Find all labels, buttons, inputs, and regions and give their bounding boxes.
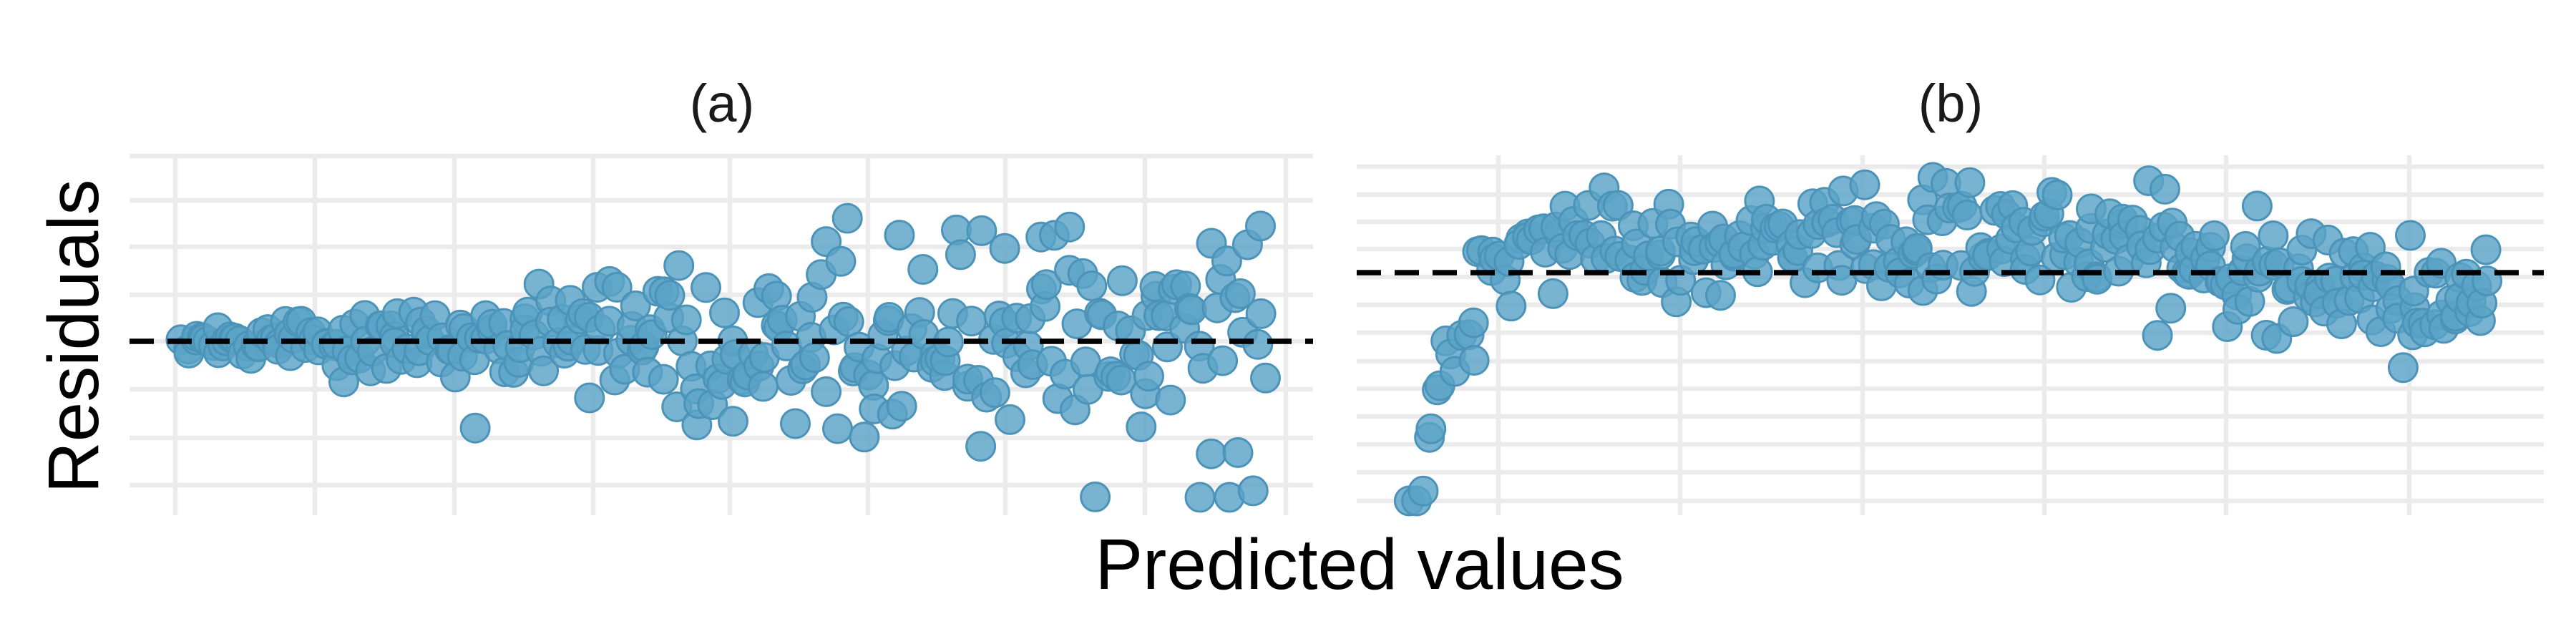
panel-a-point (884, 220, 915, 251)
panel-a-point (1224, 278, 1256, 309)
panel-a-point (825, 245, 857, 277)
panel-a-point (1155, 384, 1186, 416)
panel-a-point (1242, 328, 1274, 360)
panel-a-point (780, 408, 811, 439)
panel-a-point (1176, 294, 1207, 326)
panel-a-point (989, 233, 1020, 264)
panel-a-point (979, 377, 1010, 409)
panel-b-point (2149, 173, 2180, 205)
panel-a-point (654, 280, 686, 311)
panel-a-point (620, 290, 651, 321)
panel-a-point (1054, 211, 1085, 243)
panel-a-point (601, 271, 633, 303)
panel-b-points (1393, 162, 2503, 517)
panel-a-point (1222, 437, 1254, 468)
panel-a-point (1237, 475, 1269, 507)
panel-b-point (1496, 291, 1527, 322)
panel-a-point (995, 404, 1025, 435)
panel-b-point (1458, 307, 1489, 338)
panel-b-title: (b) (1918, 74, 1983, 133)
panel-a-point (1207, 345, 1239, 376)
panel-a-point (886, 391, 917, 422)
panel-b-point (2041, 180, 2073, 210)
panel-a-point (709, 297, 740, 328)
panel-a-point (1030, 269, 1062, 301)
panel-a-point (965, 431, 997, 462)
panel-a-point (574, 382, 605, 414)
panel-b-point (1951, 200, 1983, 230)
panel-b-point (2258, 220, 2289, 252)
panel-a-point (1250, 362, 1281, 394)
panel-b-point (1407, 475, 1439, 507)
panel-a-point (1133, 361, 1164, 392)
panel-b-point (2395, 220, 2426, 251)
panel-a-point (663, 250, 695, 281)
panel-a-point (1245, 298, 1277, 329)
panel-a-points (165, 203, 1281, 513)
panel-a-point (1126, 411, 1157, 443)
panel-a-point (831, 203, 863, 234)
panel-b-point (2387, 352, 2419, 384)
panel-a-point (670, 304, 702, 336)
panel-a-point (1211, 245, 1242, 277)
panel-a-point (1245, 210, 1276, 242)
panel-b-point (2278, 306, 2309, 338)
panel-a-point (799, 342, 830, 374)
panel-a-point (1184, 482, 1216, 513)
panel-a-point (691, 272, 721, 303)
panel-a-point (1080, 481, 1111, 512)
x-axis-label: Predicted values (1095, 525, 1624, 605)
panel-a-point (748, 371, 779, 402)
panel-b-point (2155, 293, 2187, 324)
panel-b-point (2230, 230, 2261, 262)
panel-a-point (459, 412, 491, 444)
panel-a-point (945, 239, 976, 270)
panel-b-point (1954, 167, 1986, 198)
panel-a-point (811, 376, 842, 407)
panel-b-point (1415, 413, 1447, 444)
panel-b-point (1458, 345, 1490, 376)
panel-a-point (1076, 270, 1108, 301)
panel-b-point (1602, 190, 1634, 221)
panel-b-point (2142, 320, 2173, 351)
panel-a-point (1196, 438, 1227, 469)
panel-b-point (2470, 234, 2502, 265)
panel-b-point (1849, 169, 1880, 200)
panel-a-point (822, 413, 853, 444)
panel-b-point (2241, 190, 2273, 222)
panel-b-point (1705, 280, 1736, 311)
panel-a-point (1106, 265, 1138, 296)
panel-a-title: (a) (690, 74, 754, 133)
panel-a-point (849, 421, 880, 453)
panel-a-point (966, 215, 997, 246)
panel-a-point (718, 406, 748, 437)
y-axis-label: Residuals (34, 179, 114, 493)
panel-a-point (528, 355, 560, 386)
panel-b-point (2199, 220, 2230, 251)
panel-a-point (648, 364, 679, 395)
panel-b-point (1537, 278, 1568, 309)
panel-b: (b) (1357, 74, 2544, 517)
panel-a-point (833, 306, 864, 337)
panel-a: (a) (130, 74, 1313, 515)
panel-a-point (907, 254, 939, 285)
